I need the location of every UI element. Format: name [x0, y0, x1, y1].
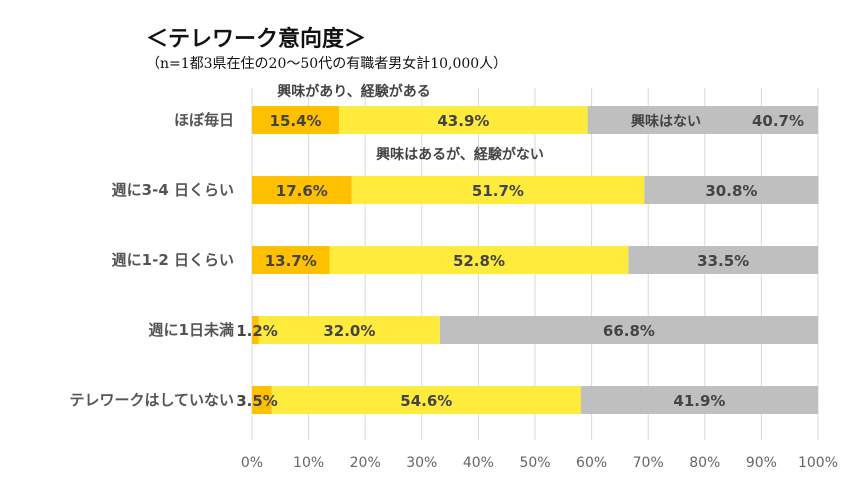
category-label: 週に3-4 日くらい	[112, 181, 234, 199]
annotation-not-interested: 興味はない	[631, 114, 701, 130]
bar-segment-series-1	[252, 386, 272, 414]
bar-segment-series-3	[439, 316, 818, 344]
bar-segment-series-3	[644, 176, 819, 204]
data-label: 33.5%	[697, 252, 749, 270]
data-label: 40.7%	[752, 112, 804, 130]
bar-segment-series-1	[252, 316, 259, 344]
category-label: 週に1-2 日くらい	[112, 251, 234, 269]
data-label: 41.9%	[673, 392, 725, 410]
data-label: 15.4%	[270, 112, 322, 130]
x-tick-label: 50%	[519, 455, 550, 471]
bar-segment-series-1	[252, 176, 352, 204]
data-label: 43.9%	[437, 112, 489, 130]
category-label: ほぼ毎日	[174, 111, 234, 129]
annotation-experienced: 興味があり、経験がある	[277, 83, 430, 100]
x-tick-label: 60%	[576, 455, 607, 471]
bar-segment-series-2	[271, 386, 581, 414]
bar-segment-series-1	[252, 246, 330, 274]
chart-subtitle: （n=1都3県在住の20〜50代の有職者男女計10,000人）	[146, 55, 507, 72]
bar-segment-series-3	[580, 386, 818, 414]
x-tick-label: 30%	[406, 455, 437, 471]
annotation-interested-no-experience: 興味はあるが、経験がない	[376, 146, 544, 163]
bar-segment-series-2	[351, 176, 645, 204]
data-label: 51.7%	[472, 182, 524, 200]
x-tick-label: 0%	[241, 455, 263, 471]
data-label: 3.5%	[236, 392, 278, 410]
data-label: 13.7%	[265, 252, 317, 270]
data-label: 54.6%	[400, 392, 452, 410]
bar-segment-series-2	[339, 106, 588, 134]
data-label: 66.8%	[603, 322, 655, 340]
data-label: 30.8%	[705, 182, 757, 200]
x-axis-ticks: 0% 10% 20% 30% 40% 50% 60% 70% 80% 90% 100%	[241, 455, 838, 471]
x-tick-label: 20%	[350, 455, 381, 471]
x-tick-label: 80%	[689, 455, 720, 471]
data-label: 1.2%	[236, 322, 278, 340]
bars	[252, 106, 819, 414]
bar-segment-series-3	[628, 246, 818, 274]
x-tick-label: 90%	[746, 455, 777, 471]
x-tick-label: 10%	[293, 455, 324, 471]
x-tick-label: 40%	[463, 455, 494, 471]
bar-segment-series-2	[329, 246, 629, 274]
data-label: 32.0%	[323, 322, 375, 340]
category-label: 週に1日未満	[149, 321, 234, 339]
bar-segment-series-2	[258, 316, 440, 344]
data-label: 17.6%	[276, 182, 328, 200]
data-label: 52.8%	[453, 252, 505, 270]
bar-segment-series-1	[252, 106, 340, 134]
category-label: テレワークはしていない	[69, 391, 234, 409]
x-tick-label: 70%	[633, 455, 664, 471]
bar-segment-series-3	[587, 106, 818, 134]
chart-title: ＜テレワーク意向度＞	[146, 26, 366, 52]
data-labels: 15.4% 43.9% 40.7% 17.6% 51.7% 30.8% 13.7% 52.8%…	[236, 112, 804, 410]
x-tick-label: 100%	[798, 455, 838, 471]
